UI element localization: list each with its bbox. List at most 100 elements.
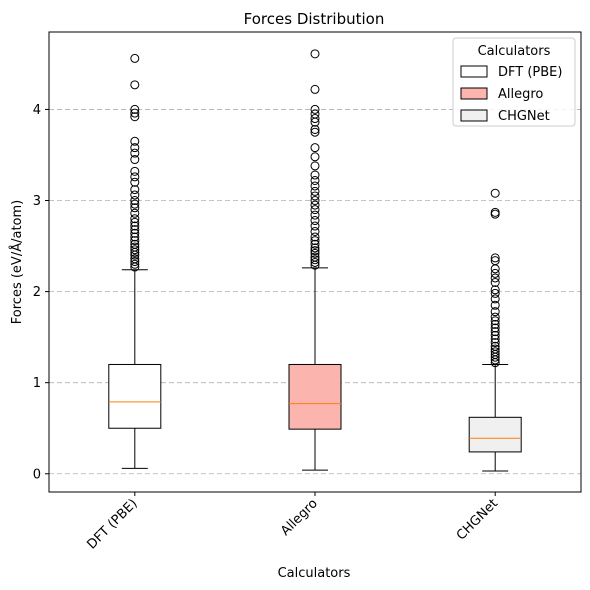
outlier-point: [490, 188, 500, 198]
outlier-point: [310, 84, 320, 94]
y-tick-label: 3: [33, 194, 41, 209]
outlier-point: [310, 248, 320, 258]
outlier-point: [490, 319, 500, 329]
outlier-point: [130, 245, 140, 255]
chart-title: Forces Distribution: [244, 10, 385, 28]
outlier-point: [130, 108, 140, 118]
outlier-point: [310, 246, 320, 256]
outlier-point: [310, 200, 320, 210]
outlier-point: [130, 221, 140, 231]
outlier-point: [130, 143, 140, 153]
legend-entry: Allegro: [498, 87, 543, 102]
outlier-point: [490, 344, 500, 354]
outlier-point: [490, 300, 500, 310]
box-group: [288, 49, 342, 471]
outlier-point: [310, 205, 320, 215]
outlier-point: [310, 170, 320, 180]
outlier-point: [310, 239, 320, 249]
outlier-point: [130, 242, 140, 252]
outlier-point: [490, 256, 500, 266]
y-tick-label: 2: [33, 285, 41, 300]
legend-swatch: [460, 109, 488, 122]
outlier-point: [490, 207, 500, 217]
legend-entry: CHGNet: [498, 109, 550, 124]
outlier-point: [130, 208, 140, 218]
box-group: [108, 53, 162, 469]
outlier-point: [130, 239, 140, 249]
outlier-point: [130, 112, 140, 122]
outlier-point: [490, 273, 500, 283]
outlier-point: [490, 327, 500, 337]
outlier-point: [130, 190, 140, 200]
outlier-point: [130, 254, 140, 264]
outlier-point: [490, 253, 500, 263]
outlier-point: [130, 214, 140, 224]
outlier-point: [310, 49, 320, 59]
legend-swatch: [460, 65, 488, 78]
outlier-point: [130, 185, 140, 195]
outlier-point: [310, 104, 320, 114]
outlier-point: [130, 155, 140, 165]
box-group: [468, 188, 522, 472]
outlier-point: [310, 186, 320, 196]
y-axis: 0 1 2 3 4: [33, 103, 49, 482]
outlier-point: [310, 257, 320, 267]
outlier-point: [310, 226, 320, 236]
outlier-point: [130, 225, 140, 235]
outlier-point: [310, 175, 320, 185]
outlier-point: [490, 307, 500, 317]
outlier-point: [490, 268, 500, 278]
iqr-box: [288, 363, 342, 430]
outlier-point: [130, 80, 140, 90]
legend: Calculators DFT (PBE) Allegro CHGNet: [452, 37, 576, 127]
outlier-point: [130, 236, 140, 246]
outlier-point: [130, 257, 140, 267]
outlier-point: [310, 196, 320, 206]
outlier-point: [310, 216, 320, 226]
outlier-point: [130, 199, 140, 209]
outlier-point: [490, 334, 500, 344]
legend-frame: [452, 37, 576, 127]
outlier-point: [130, 203, 140, 213]
outlier-point: [130, 232, 140, 242]
y-tick-label: 0: [33, 467, 41, 482]
y-tick-label: 4: [33, 103, 41, 118]
outlier-point: [490, 323, 500, 333]
outlier-point: [130, 259, 140, 269]
outlier-point: [310, 252, 320, 262]
outlier-point: [310, 232, 320, 242]
outlier-point: [310, 236, 320, 246]
iqr-box: [108, 363, 162, 429]
box-layer: [108, 49, 522, 472]
outlier-point: [130, 166, 140, 176]
outlier-point: [310, 161, 320, 171]
outlier-point: [310, 191, 320, 201]
outlier-point: [310, 221, 320, 231]
outlier-point: [310, 255, 320, 265]
outlier-point: [130, 136, 140, 146]
outlier-point: [310, 109, 320, 119]
outlier-point: [130, 148, 140, 158]
outlier-point: [490, 341, 500, 351]
outlier-point: [130, 196, 140, 206]
outlier-point: [490, 277, 500, 287]
outlier-point: [490, 316, 500, 326]
outlier-point: [490, 330, 500, 340]
outlier-point: [490, 347, 500, 357]
outlier-point: [490, 338, 500, 348]
outlier-point: [490, 285, 500, 295]
outlier-point: [130, 217, 140, 227]
legend-swatch: [460, 87, 488, 100]
outlier-point: [310, 152, 320, 162]
outlier-point: [310, 124, 320, 134]
y-tick-label: 1: [33, 376, 41, 391]
outlier-point: [490, 288, 500, 298]
legend-title: Calculators: [478, 44, 551, 59]
outlier-point: [130, 53, 140, 63]
outlier-point: [490, 294, 500, 304]
outlier-point: [490, 312, 500, 322]
outlier-point: [130, 172, 140, 182]
outlier-point: [130, 177, 140, 187]
outlier-point: [310, 127, 320, 137]
